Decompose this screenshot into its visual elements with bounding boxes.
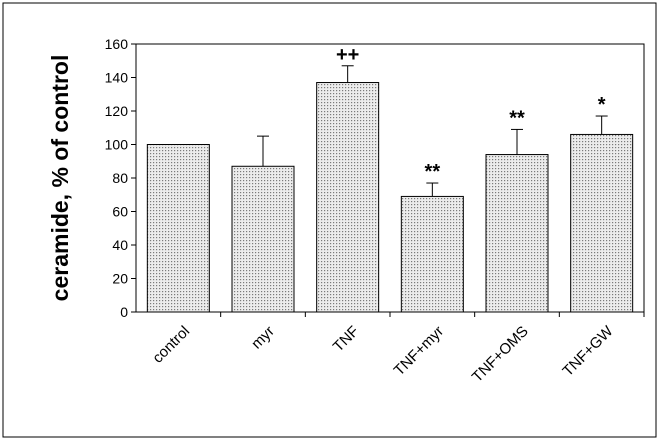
y-tick-label: 100 [105, 137, 129, 153]
bar-tnf-gw [570, 133, 634, 313]
y-axis-label: ceramide, % of control [47, 55, 73, 302]
bar-control [146, 144, 210, 313]
y-tick-label: 80 [112, 170, 128, 186]
y-tick-label: 20 [112, 271, 128, 287]
significance-marker: ++ [336, 44, 359, 66]
y-tick-label: 40 [112, 237, 128, 253]
significance-marker: ** [509, 107, 525, 129]
y-tick-label: 140 [105, 70, 129, 86]
y-tick-label: 0 [120, 304, 128, 320]
significance-marker: * [598, 94, 606, 116]
bar-myr [231, 165, 295, 313]
bar-tnf-myr [400, 195, 464, 313]
y-tick-label: 60 [112, 204, 128, 220]
y-tick-label: 160 [105, 36, 129, 52]
y-tick-label: 120 [105, 103, 129, 119]
bar-tnf-oms [485, 154, 549, 313]
significance-marker: ** [425, 161, 441, 183]
bar-tnf [316, 82, 380, 313]
